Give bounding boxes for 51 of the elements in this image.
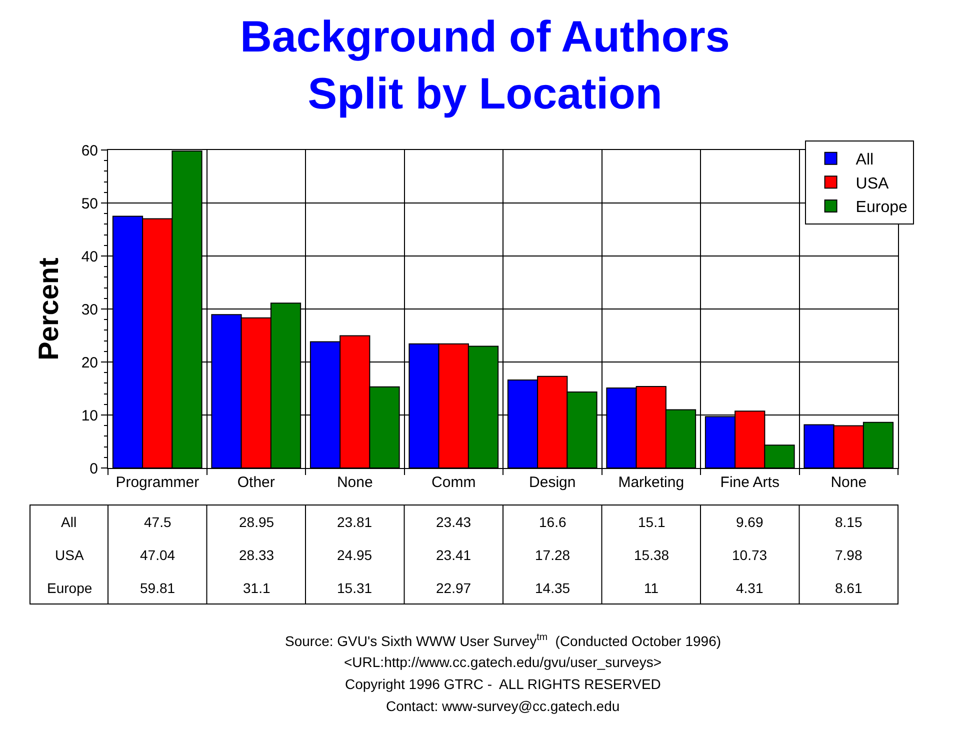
- y-tick-label: 0: [90, 460, 98, 478]
- text: Europe: [47, 580, 92, 596]
- data-label: 23.43: [436, 514, 472, 530]
- data-label: 15.1: [638, 514, 666, 530]
- data-label: 15.38: [634, 547, 670, 563]
- y-tick-label: 60: [81, 142, 98, 160]
- data-label: 47.04: [140, 547, 176, 563]
- y-axis-title: Percent: [33, 258, 64, 360]
- data-label: 23.41: [436, 547, 472, 563]
- data-label: 28.95: [239, 514, 274, 530]
- text: USA: [55, 547, 84, 563]
- text: All: [61, 514, 77, 530]
- data-label: 59.81: [140, 580, 176, 596]
- text: Copyright 1996 GTRC - ALL RIGHTS RESERVED: [345, 676, 661, 692]
- data-label: 11: [644, 580, 659, 596]
- x-tick-label: Design: [529, 474, 576, 491]
- data-label: 8.61: [835, 580, 862, 596]
- data-label: 15.31: [337, 580, 372, 596]
- data-label: 4.31: [736, 580, 764, 596]
- data-label: 7.98: [835, 547, 862, 563]
- data-label: 8.15: [835, 514, 862, 530]
- data-label: 31.1: [243, 580, 270, 596]
- x-tick-label: None: [830, 474, 867, 491]
- data-label: 17.28: [535, 547, 570, 563]
- x-tick-label: Programmer: [116, 474, 200, 491]
- y-tick-label: 10: [81, 407, 98, 424]
- legend-label: Europe: [856, 199, 908, 216]
- y-tick-label: 20: [81, 354, 98, 372]
- data-label: 10.73: [732, 547, 768, 563]
- legend-label: USA: [856, 175, 890, 192]
- source-note: Source: GVU's Sixth WWW User Survey$^{tm}$ (Conducted October 1996): [285, 632, 722, 649]
- data-label: 14.35: [535, 580, 570, 596]
- x-tick-label: Marketing: [618, 474, 684, 491]
- data-label: 22.97: [436, 580, 472, 596]
- x-tick-label: None: [336, 474, 373, 491]
- chart-title: Background of Authors Split by Location: [240, 12, 730, 119]
- legend-label: All: [856, 152, 874, 169]
- x-tick-label: Other: [237, 474, 275, 491]
- data-label: 47.5: [144, 514, 172, 530]
- data-label: 23.81: [337, 514, 372, 530]
- x-tick-label: Fine Arts: [720, 474, 780, 491]
- data-label: 9.69: [736, 514, 764, 530]
- data-label: 24.95: [337, 547, 372, 563]
- y-tick-label: 50: [81, 195, 98, 212]
- x-tick-label: Comm: [432, 474, 476, 491]
- data-label: 28.33: [239, 547, 274, 563]
- text: Contact: www-survey@cc.gatech.edu: [386, 698, 620, 714]
- data-label: 16.6: [539, 514, 566, 530]
- y-tick-label: 30: [81, 301, 98, 318]
- y-tick-label: 40: [81, 248, 98, 266]
- text: <URL:http://www.cc.gatech.edu/gvu/user_surveys>: [344, 654, 662, 670]
